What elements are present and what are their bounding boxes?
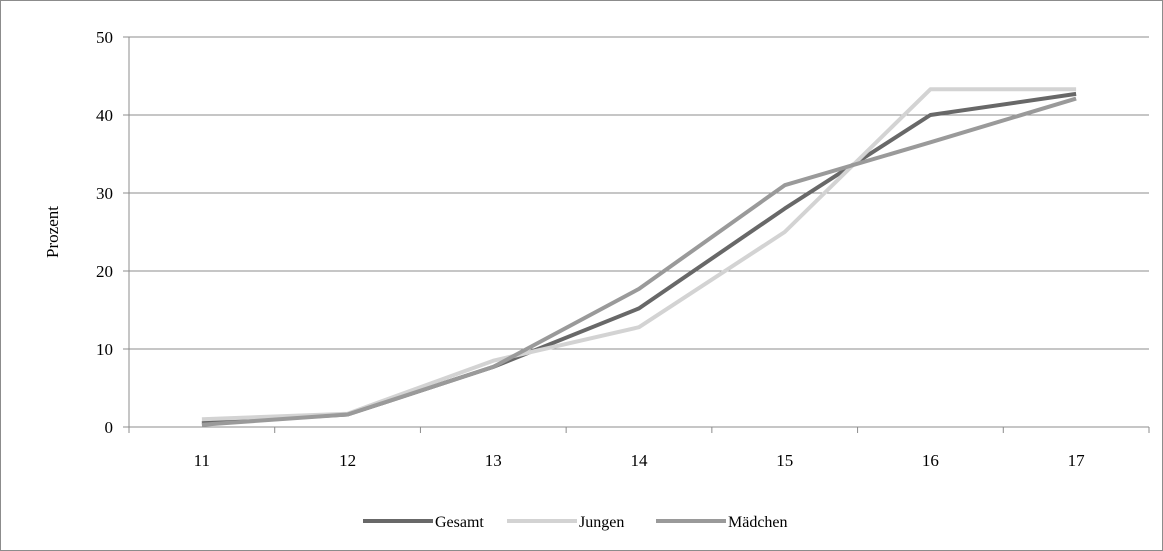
x-tick-labels: 11 12 13 14 15 16 17 [194,451,1085,470]
series-line-m-dchen [201,96,1077,427]
x-tick-label-5: 16 [922,451,939,470]
x-tick-label-4: 15 [776,451,793,470]
y-axis-title: Prozent [43,206,62,258]
legend-label-1: Jungen [579,514,624,531]
legend-label-2: Mädchen [728,514,788,531]
series-lines [201,87,1077,427]
series-line-gesamt [201,91,1077,426]
legend: Gesamt Jungen Mädchen [363,514,788,531]
y-tick-label-3: 30 [96,184,113,203]
y-tick-labels: 0 10 20 30 40 50 [96,28,113,437]
x-tick-label-6: 17 [1068,451,1086,470]
x-tick-label-2: 13 [485,451,502,470]
axes [123,36,1150,433]
x-tick-label-0: 11 [194,451,210,470]
y-tick-label-1: 10 [96,340,113,359]
grid-lines [129,36,1149,350]
legend-label-0: Gesamt [435,514,484,531]
x-tick-label-1: 12 [339,451,356,470]
x-tick-label-3: 14 [631,451,649,470]
y-tick-label-5: 50 [96,28,113,47]
y-tick-label-2: 20 [96,262,113,281]
y-tick-label-0: 0 [105,418,114,437]
y-tick-label-4: 40 [96,106,113,125]
